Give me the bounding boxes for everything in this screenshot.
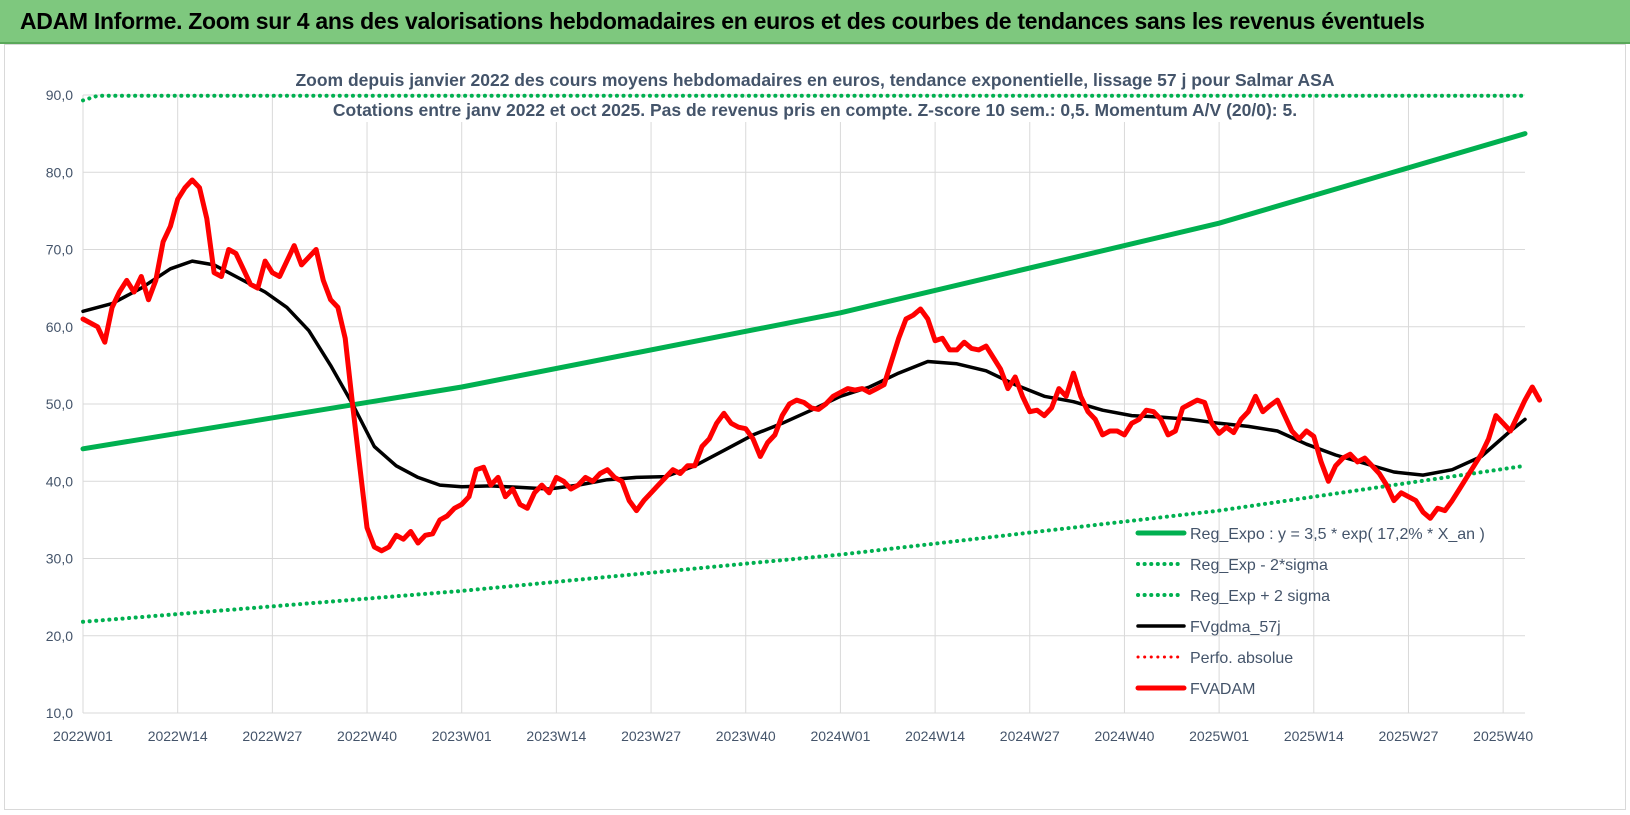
- x-tick-label: 2022W27: [242, 728, 302, 744]
- y-tick-label: 10,0: [46, 705, 73, 721]
- y-tick-label: 20,0: [46, 628, 73, 644]
- legend-item-fvadam: FVADAM: [1190, 681, 1255, 698]
- y-tick-label: 70,0: [46, 242, 73, 258]
- legend-item-reg-expo: Reg_Expo : y = 3,5 * exp( 17,2% * X_an ): [1190, 526, 1485, 543]
- legend-item-perfo: Perfo. absolue: [1190, 650, 1293, 667]
- x-tick-label: 2024W27: [1000, 728, 1060, 744]
- x-tick-label: 2023W14: [526, 728, 586, 744]
- reg-exp-plus-2sigma-line: [81, 93, 1527, 103]
- y-tick-label: 90,0: [46, 87, 73, 103]
- chart-svg: Zoom depuis janvier 2022 des cours moyen…: [46, 68, 1543, 744]
- reg-exp-minus-2sigma-line: [81, 463, 1527, 624]
- chart-legend: Reg_Expo : y = 3,5 * exp( 17,2% * X_an )…: [1135, 526, 1485, 698]
- fvadam-line: [80, 177, 1543, 554]
- y-tick-label: 30,0: [46, 551, 73, 567]
- y-axis-labels: 10,0 20,0 30,0 40,0 50,0 60,0 70,0 80,0 90,0: [46, 87, 73, 721]
- x-tick-label: 2022W01: [53, 728, 113, 744]
- chart-subtitle: Cotations entre janv 2022 et oct 2025. P…: [333, 100, 1297, 120]
- x-tick-label: 2023W40: [716, 728, 776, 744]
- x-tick-label: 2025W40: [1473, 728, 1533, 744]
- legend-item-reg-exp-minus: Reg_Exp - 2*sigma: [1190, 557, 1328, 574]
- x-tick-label: 2025W27: [1379, 728, 1439, 744]
- chart-title: Zoom depuis janvier 2022 des cours moyen…: [295, 70, 1334, 90]
- y-tick-label: 40,0: [46, 473, 73, 489]
- header-banner: ADAM Informe. Zoom sur 4 ans des valoris…: [0, 0, 1630, 44]
- title-background: [289, 68, 1341, 92]
- chart-frame: Zoom depuis janvier 2022 des cours moyen…: [4, 44, 1626, 810]
- x-tick-label: 2022W14: [148, 728, 208, 744]
- title-background: [326, 98, 1304, 122]
- x-tick-label: 2022W40: [337, 728, 397, 744]
- y-tick-label: 60,0: [46, 319, 73, 335]
- x-tick-label: 2025W14: [1284, 728, 1344, 744]
- x-axis-labels: 2022W01 2022W14 2022W27 2022W40 2023W01 2023W…: [53, 728, 1533, 744]
- x-tick-label: 2023W01: [432, 728, 492, 744]
- legend-item-fvgdma: FVgdma_57j: [1190, 619, 1281, 636]
- x-tick-label: 2024W01: [810, 728, 870, 744]
- chart-series: [80, 93, 1543, 624]
- reg-expo-line: [80, 131, 1528, 452]
- x-tick-label: 2024W14: [905, 728, 965, 744]
- x-tick-label: 2023W27: [621, 728, 681, 744]
- legend-item-reg-exp-plus: Reg_Exp + 2 sigma: [1190, 588, 1330, 605]
- y-tick-label: 80,0: [46, 164, 73, 180]
- page-title: ADAM Informe. Zoom sur 4 ans des valoris…: [20, 8, 1425, 34]
- fvgdma-57j-line: [81, 259, 1527, 491]
- x-tick-label: 2024W40: [1094, 728, 1154, 744]
- y-tick-label: 50,0: [46, 396, 73, 412]
- x-tick-label: 2025W01: [1189, 728, 1249, 744]
